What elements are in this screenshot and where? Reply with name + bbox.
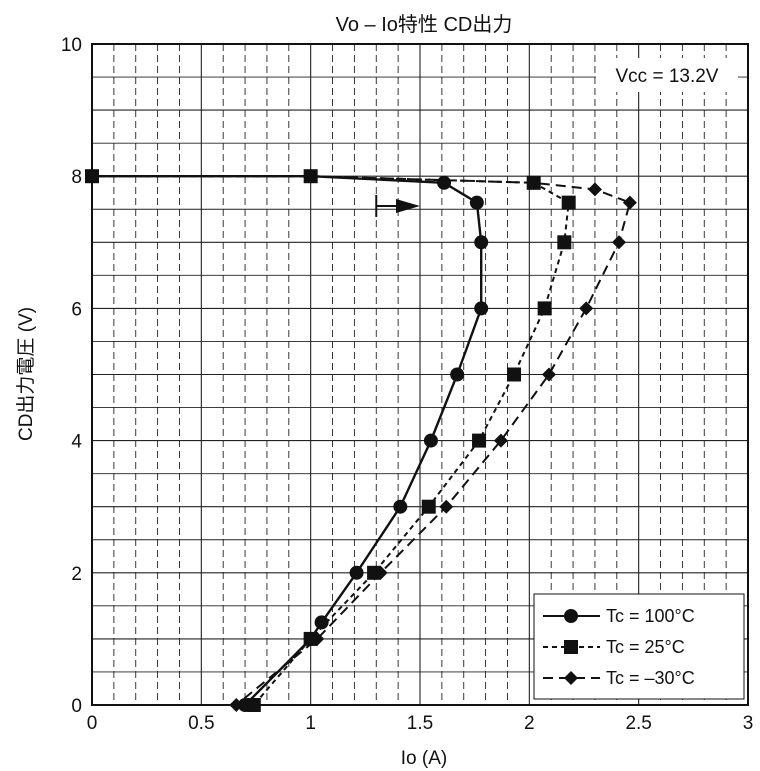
- data-point: [579, 301, 594, 316]
- data-point: [557, 235, 572, 250]
- data-point: [474, 301, 489, 316]
- data-point: [542, 367, 557, 382]
- data-point: [507, 367, 522, 382]
- legend-marker: [564, 609, 578, 623]
- series-line: [92, 175, 570, 706]
- chart-title: Vo – Io特性 CD出力: [336, 13, 513, 36]
- data-point: [421, 499, 436, 514]
- data-point: [85, 169, 99, 184]
- legend-label: Tc = 100°C: [606, 606, 695, 626]
- data-point: [349, 565, 364, 580]
- data-point: [229, 698, 244, 712]
- data-point: [587, 182, 602, 197]
- data-point: [310, 631, 325, 646]
- data-point: [611, 235, 626, 250]
- arrow-head: [396, 198, 420, 213]
- data-point: [439, 499, 454, 514]
- data-point: [303, 169, 318, 184]
- data-point: [526, 175, 541, 190]
- x-tick-label: 0: [87, 713, 98, 734]
- legend-label: Tc = 25°C: [606, 637, 685, 657]
- data-point: [373, 565, 388, 580]
- x-tick-label: 3: [743, 713, 754, 734]
- data-point: [393, 499, 408, 514]
- data-point: [472, 433, 487, 448]
- y-tick-label: 4: [71, 432, 82, 453]
- data-point: [437, 175, 452, 190]
- y-tick-label: 10: [61, 35, 82, 56]
- data-point: [537, 301, 552, 316]
- legend-marker: [564, 671, 578, 685]
- y-axis-label: CD出力電圧 (V): [15, 307, 37, 441]
- x-tick-label: 1: [305, 713, 316, 734]
- data-point: [493, 433, 508, 448]
- y-tick-label: 8: [71, 167, 82, 188]
- legend-item: Tc = 25°C: [543, 637, 685, 657]
- data-point: [314, 615, 329, 630]
- x-tick-label: 0.5: [188, 713, 214, 734]
- y-tick-label: 6: [71, 299, 82, 320]
- legend-item: Tc = 100°C: [543, 606, 695, 626]
- legend-marker: [564, 640, 578, 654]
- data-point: [450, 367, 465, 382]
- legend-item: Tc = –30°C: [543, 668, 695, 688]
- legend-label: Tc = –30°C: [606, 668, 695, 688]
- direction-arrow: [375, 194, 420, 217]
- data-point: [246, 698, 261, 712]
- data-point: [622, 195, 637, 210]
- x-axis-label: Io (A): [401, 748, 447, 769]
- series-group: [85, 169, 637, 712]
- y-tick-label: 0: [71, 696, 82, 717]
- x-tick-label: 2.5: [625, 713, 651, 734]
- annotation-background: [596, 58, 738, 92]
- x-tick-label: 1.5: [407, 713, 433, 734]
- data-point: [474, 235, 489, 250]
- plot-frame: [91, 43, 749, 706]
- data-point: [423, 433, 438, 448]
- legend: Tc = 100°C Tc = 25°C Tc = –30°C: [533, 593, 745, 700]
- y-tick-label: 2: [71, 564, 82, 585]
- x-tick-label: 2: [524, 713, 535, 734]
- vcc-annotation: Vcc = 13.2V: [616, 66, 719, 87]
- series-diamond: [85, 169, 637, 712]
- axis-ticks: 0 0.5 1 1.5 2 2.5 3 0 2 4 6 8 10: [61, 35, 753, 734]
- data-point: [469, 195, 484, 210]
- data-point: [561, 195, 576, 210]
- annotation-box: Vcc = 13.2V: [596, 58, 738, 92]
